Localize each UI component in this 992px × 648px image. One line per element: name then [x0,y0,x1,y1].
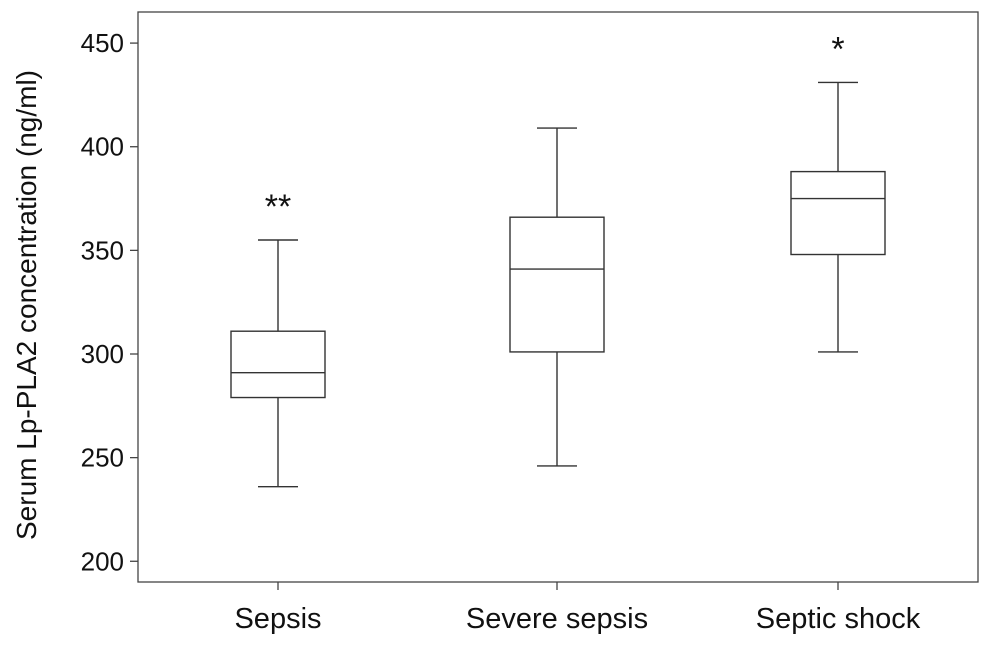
significance-annotation: ** [265,188,291,226]
y-tick-label: 200 [81,546,124,576]
iqr-box [790,170,886,256]
box-septic-shock: * [790,30,886,353]
iqr-box [230,330,326,399]
x-category-label: Sepsis [234,603,321,635]
y-tick-label: 250 [81,443,124,473]
plot-frame [137,11,979,583]
x-axis: Sepsis Severe sepsis Septic shock [234,582,921,635]
box-severe-sepsis [509,127,605,467]
box-sepsis: ** [230,188,326,488]
iqr-box [509,216,605,353]
y-tick-label: 450 [81,28,124,58]
y-tick-label: 350 [81,235,124,265]
y-axis: 200 250 300 350 400 450 [81,28,138,576]
y-axis-label: Serum Lp-PLA2 concentration (ng/ml) [11,70,42,540]
x-category-label: Septic shock [756,603,921,635]
y-tick-label: 300 [81,339,124,369]
boxes-layer: *** [230,30,886,488]
significance-annotation: * [831,30,844,68]
y-tick-label: 400 [81,132,124,162]
x-category-label: Severe sepsis [466,603,648,635]
